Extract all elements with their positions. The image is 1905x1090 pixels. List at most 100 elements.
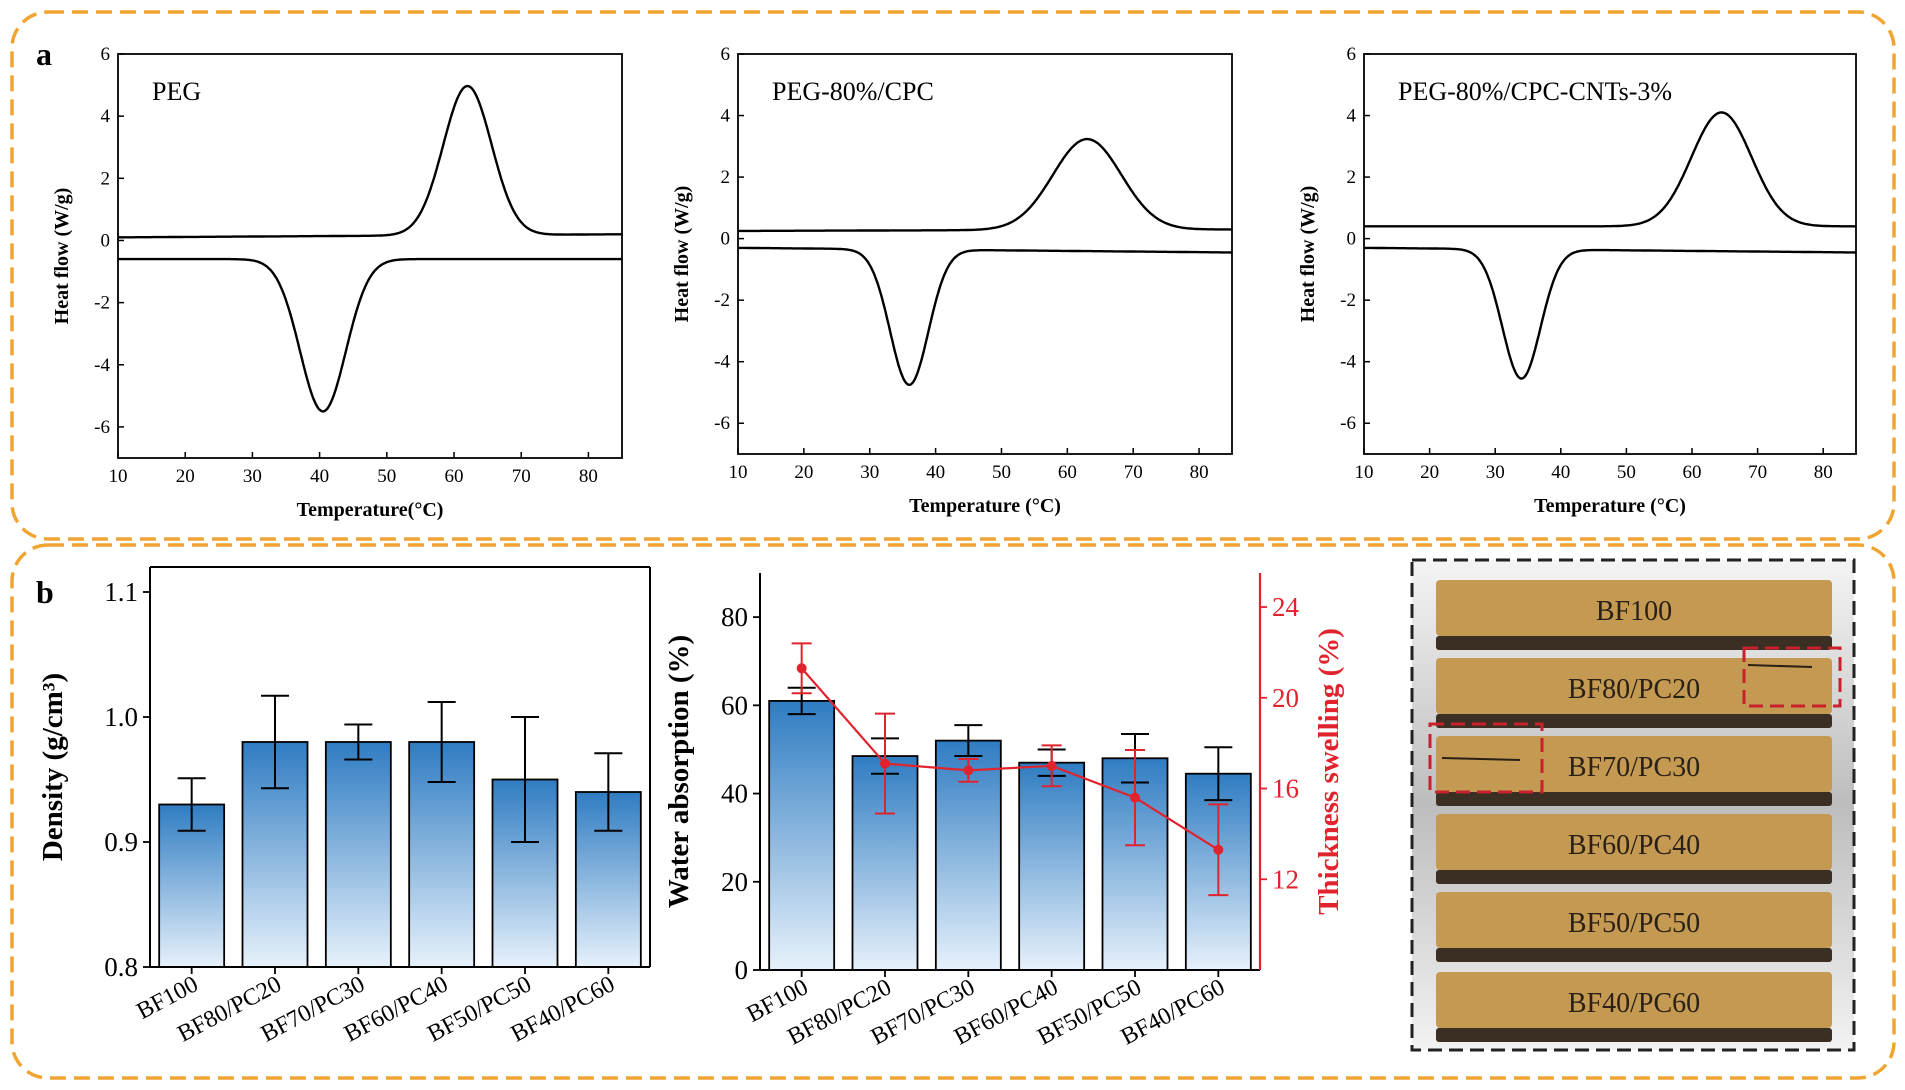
dsc-curve-cooling <box>118 257 622 413</box>
swelling-point <box>1130 792 1140 803</box>
board-edge <box>1436 636 1832 650</box>
y-tick-label: -4 <box>714 352 730 373</box>
x-tick-label: 30 <box>860 462 879 483</box>
y-tick-label: 80 <box>721 602 748 632</box>
x-tick-label: 40 <box>1551 462 1570 483</box>
y-tick-label: 4 <box>1347 106 1357 127</box>
panel-b-label: b <box>36 574 54 610</box>
crack-mark <box>1441 757 1521 761</box>
panel-a-border <box>10 10 1896 541</box>
board-face <box>1436 892 1832 948</box>
dsc-chart-peg-cpc-cnts: 10 20 30 40 50 60 70 80 -6 -4 -2 0 2 4 6 Temperature (°… <box>1297 44 1857 517</box>
right-y-tick-label: 24 <box>1272 592 1300 622</box>
x-tick-label: 70 <box>512 466 531 487</box>
y-tick-label: 2 <box>721 167 731 188</box>
y-tick-label: 40 <box>721 779 748 809</box>
y-tick-label: 0 <box>101 230 111 251</box>
dsc-chart-peg: 10 20 30 40 50 60 70 80 -6 -4 -2 0 2 4 6 Temperature(°C… <box>51 44 623 521</box>
plot-frame <box>117 53 623 459</box>
x-tick-label: 80 <box>1814 462 1833 483</box>
board-face <box>1436 580 1832 636</box>
x-tick-label: 20 <box>1420 462 1439 483</box>
chart-title: PEG-80%/CPC-CNTs-3% <box>1398 77 1672 106</box>
board-edge <box>1436 1028 1832 1042</box>
panel-a-label: a <box>36 36 52 72</box>
board-label: BF50/PC50 <box>1568 908 1700 939</box>
y-tick-label: 2 <box>1347 167 1357 188</box>
y-tick-label: 0 <box>735 955 749 985</box>
density-bar-chart: BF100BF80/PC20BF70/PC30BF60/PC40BF50/PC5… <box>37 566 651 1048</box>
right-y-tick-label: 20 <box>1272 683 1299 713</box>
board-edge <box>1436 948 1832 962</box>
dsc-curve-cooling <box>737 246 1232 387</box>
y-axis-label: Water absorption (%) <box>663 635 695 908</box>
dsc-curve-cooling <box>1363 246 1856 380</box>
y-tick-label: -4 <box>94 355 110 376</box>
swelling-point <box>796 663 807 674</box>
dsc-curve-heating <box>117 84 623 239</box>
right-y-tick-label: 12 <box>1272 864 1299 894</box>
x-tick-label: 30 <box>1486 462 1505 483</box>
highlight-box <box>1428 722 1544 794</box>
y-tick-label: 0 <box>721 229 731 250</box>
y-tick-label: 0 <box>1347 229 1357 250</box>
x-tick-label: 30 <box>243 466 262 487</box>
crack-mark <box>1747 664 1813 668</box>
x-tick-label: 60 <box>1683 462 1702 483</box>
y-tick-label: -2 <box>94 293 110 314</box>
dsc-chart-peg-cpc: 10 20 30 40 50 60 70 80 -6 -4 -2 0 2 4 6 Temperature (°… <box>671 44 1233 517</box>
x-tick-label: 40 <box>926 462 945 483</box>
x-tick-label: 50 <box>377 466 396 487</box>
y-tick-label: 2 <box>101 168 111 189</box>
plot-frame <box>1363 53 1857 455</box>
y-tick-label: 6 <box>1347 44 1357 65</box>
y-tick-label: 6 <box>721 44 731 65</box>
board-edge <box>1436 714 1832 728</box>
swelling-point <box>1046 760 1057 771</box>
board-face <box>1436 658 1832 714</box>
swelling-line <box>800 667 1219 851</box>
y-tick-label: 0.8 <box>104 952 138 982</box>
y-axis-label: Heat flow (W/g) <box>51 188 73 325</box>
y-tick-label: 20 <box>721 867 748 897</box>
board-label: BF60/PC40 <box>1568 830 1700 861</box>
x-tick-label: 40 <box>310 466 329 487</box>
x-tick-label: 60 <box>1058 462 1077 483</box>
x-axis-label: Temperature(°C) <box>297 499 444 521</box>
y-tick-label: -2 <box>714 290 730 311</box>
y-tick-label: -6 <box>1340 413 1356 434</box>
x-tick-label: 20 <box>794 462 813 483</box>
y-tick-label: 4 <box>101 106 111 127</box>
dsc-curve-heating <box>738 137 1232 233</box>
right-y-axis-label: Thickness swelling (%) <box>1313 628 1345 915</box>
right-y-tick-label: 16 <box>1272 774 1299 804</box>
y-axis-label: Density (g/cm³) <box>37 673 69 861</box>
y-tick-label: 4 <box>721 106 731 127</box>
y-tick-label: 0.9 <box>104 827 138 857</box>
x-axis-label: Temperature (°C) <box>909 495 1061 517</box>
dsc-curve-heating <box>1364 111 1856 228</box>
x-tick-label: 10 <box>729 462 748 483</box>
chart-title: PEG-80%/CPC <box>772 77 934 106</box>
swelling-point <box>880 758 890 769</box>
x-tick-label: 10 <box>109 466 128 487</box>
x-tick-label: 80 <box>579 466 598 487</box>
board-face <box>1436 814 1832 870</box>
y-tick-label: -6 <box>94 417 110 438</box>
bar <box>768 700 836 971</box>
plot-frame <box>737 53 1233 455</box>
x-tick-label: 80 <box>1190 462 1209 483</box>
y-tick-label: -2 <box>1340 290 1356 311</box>
board-label: BF40/PC60 <box>1568 988 1700 1019</box>
y-tick-label: -6 <box>714 413 730 434</box>
board-edge <box>1436 792 1832 806</box>
x-tick-label: 70 <box>1748 462 1767 483</box>
highlight-box <box>1742 646 1842 708</box>
bar <box>1018 761 1086 971</box>
y-axis-label: Heat flow (W/g) <box>671 186 693 323</box>
board-label: BF100 <box>1596 596 1672 627</box>
x-tick-label: 50 <box>992 462 1011 483</box>
y-tick-label: 6 <box>101 44 111 65</box>
board-label: BF80/PC20 <box>1568 674 1700 705</box>
